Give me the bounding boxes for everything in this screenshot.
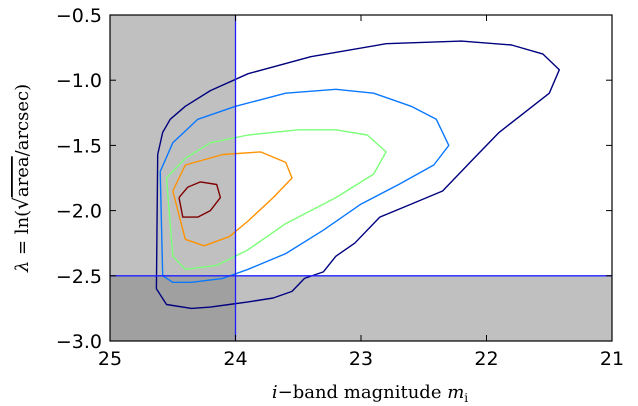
x-tick-label: 21 [600, 348, 624, 370]
contour-lines [155, 40, 560, 310]
contour-level-1 [155, 40, 560, 310]
x-tick-label: 22 [474, 348, 498, 370]
sqrt-radicand: area [12, 156, 33, 197]
y-tick-label: −2.0 [56, 201, 102, 223]
x-tick-label: 23 [349, 348, 373, 370]
excluded-regions [110, 15, 612, 341]
contour-level-4 [172, 151, 293, 247]
x-tick-label: 25 [98, 348, 122, 370]
x-tick-label: 24 [223, 348, 247, 370]
y-tick-label: −1.0 [56, 70, 102, 92]
contour-level-5 [178, 181, 222, 218]
excluded-region-3 [110, 275, 236, 341]
cut-lines [110, 15, 612, 341]
excluded-region-1 [110, 15, 236, 276]
y-tick-label: −2.5 [56, 266, 102, 288]
y-tick-label: −3.0 [56, 331, 102, 353]
x-axis-ticks: 25 24 23 22 21 [98, 15, 624, 370]
contour-level-2 [159, 88, 450, 283]
contour-level-3 [165, 129, 387, 270]
y-axis-label: λ = ln(√area/arcsec) [9, 84, 33, 273]
y-tick-label: −1.5 [56, 135, 102, 157]
x-axis-label: i−band magnitude mi [272, 382, 468, 405]
svg-text:λ = ln(√area/arcsec): λ = ln(√area/arcsec) [9, 84, 33, 273]
sqrt-symbol: √ [9, 197, 33, 210]
excluded-region-2 [235, 275, 612, 341]
y-axis-ticks: −3.0 −2.5 −2.0 −1.5 −1.0 −0.5 [56, 5, 612, 353]
y-tick-label: −0.5 [56, 5, 102, 27]
